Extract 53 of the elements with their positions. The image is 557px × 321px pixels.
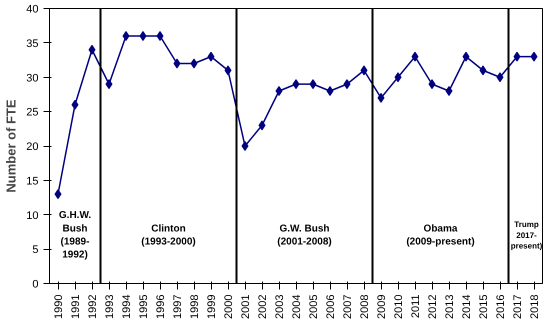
x-tick-label: 2017: [512, 294, 524, 319]
annotation: Trump 2017- present): [510, 220, 543, 251]
x-tick-label: 2006: [325, 294, 337, 319]
y-tick-label: 0: [32, 278, 39, 290]
x-tick-label: 1997: [172, 294, 184, 319]
point: [446, 86, 452, 96]
x-tick-label: 2010: [393, 294, 405, 319]
x-tick-label: 1994: [121, 294, 133, 319]
x-tick-label: 2012: [427, 294, 439, 319]
x-tick-label: 2003: [274, 294, 286, 319]
x-tick-label: 2000: [223, 294, 235, 319]
point: [140, 31, 146, 41]
y-tick-label: 10: [26, 210, 39, 222]
annotation: G.W. Bush (2001-2008): [277, 223, 332, 248]
x-tick-label: 1999: [206, 294, 218, 319]
point: [242, 141, 248, 151]
x-tick-label: 2004: [291, 294, 303, 319]
x-tick-label: 2002: [257, 294, 269, 319]
point: [174, 58, 180, 68]
point: [122, 31, 130, 41]
x-tick-label: 2015: [478, 294, 490, 319]
x-tick-label: 2013: [444, 294, 456, 319]
annotation: Clinton (1993-2000): [141, 223, 196, 248]
x-tick-label: 2007: [342, 294, 354, 319]
y-tick-label: 15: [26, 175, 39, 188]
x-tick-label: 2018: [529, 294, 541, 319]
x-tick-label: 2009: [376, 294, 388, 319]
x-tick-label: 2008: [359, 294, 371, 319]
x-tick-label: 1996: [155, 294, 167, 319]
x-tick-label: 1992: [87, 294, 99, 319]
y-tick-label: 30: [26, 72, 39, 84]
y-tick-label: 40: [26, 4, 39, 16]
point: [190, 58, 198, 68]
x-tick-label: 1990: [53, 294, 65, 319]
x-tick-label: 1991: [70, 294, 82, 319]
y-tick-label: 5: [32, 244, 39, 256]
x-tick-label: 2005: [308, 294, 320, 319]
x-tick-label: 2011: [410, 294, 422, 318]
y-tick-label: 35: [26, 38, 39, 50]
annotation: Obama (2009-present): [406, 223, 475, 248]
point: [276, 86, 282, 96]
point: [156, 31, 164, 41]
y-tick-label: 20: [26, 141, 39, 153]
y-tick-label: 25: [26, 106, 39, 119]
x-tick-label: 1998: [189, 294, 201, 319]
y-axis-title: Number of FTE: [3, 99, 18, 193]
x-tick-label: 2001: [240, 294, 252, 319]
annotation: G.H.W. Bush (1989- 1992): [58, 210, 92, 261]
x-tick-label: 1995: [138, 294, 150, 319]
x-tick-label: 2014: [461, 294, 473, 319]
point: [326, 86, 334, 96]
x-tick-label: 1993: [104, 294, 116, 319]
x-tick-label: 2016: [495, 294, 507, 319]
